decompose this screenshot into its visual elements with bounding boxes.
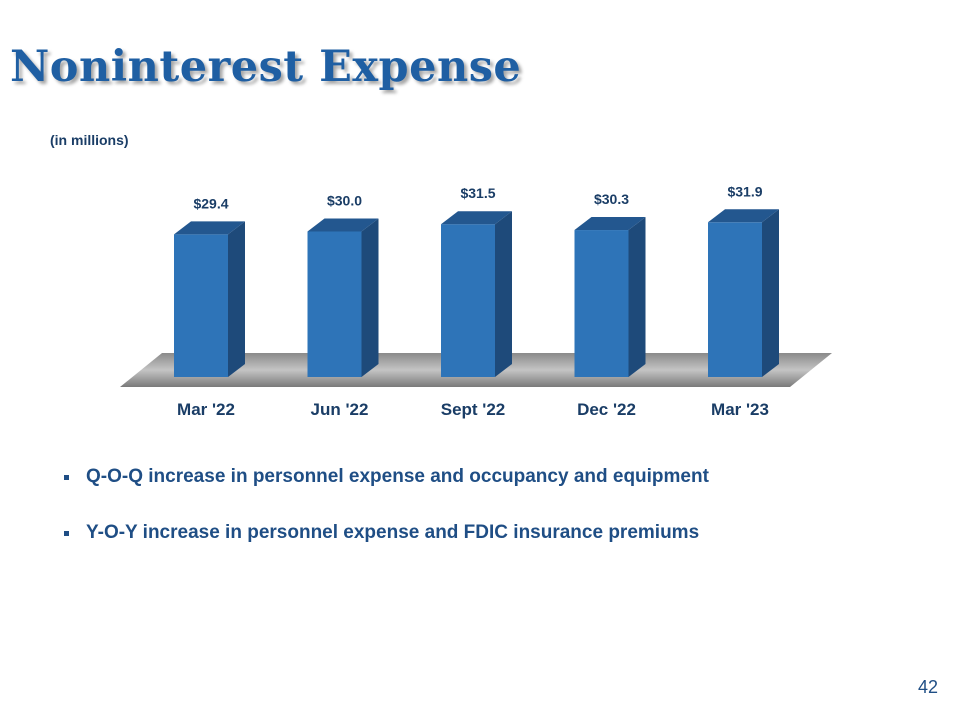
data-label: $29.4 bbox=[193, 195, 228, 211]
bar-front bbox=[441, 224, 495, 377]
page-number: 42 bbox=[917, 677, 938, 697]
bar-side bbox=[495, 211, 512, 377]
slide-title: Noninterest Expense bbox=[10, 42, 522, 92]
bar-top bbox=[174, 221, 245, 235]
bullet-marker bbox=[64, 475, 69, 480]
bullet-item: Q-O-Q increase in personnel expense and … bbox=[64, 466, 709, 488]
bullet-text: Q-O-Q increase in personnel expense and … bbox=[86, 466, 709, 487]
data-label: $30.3 bbox=[594, 191, 629, 207]
bar-side bbox=[361, 218, 379, 377]
bar-side bbox=[228, 221, 245, 377]
bar-side bbox=[762, 209, 779, 377]
bar-front bbox=[307, 231, 362, 377]
bar-side bbox=[628, 217, 646, 377]
data-label: $31.5 bbox=[460, 185, 495, 201]
unit-note: (in millions) bbox=[50, 132, 129, 148]
data-label: $30.0 bbox=[327, 193, 362, 209]
bar-front bbox=[708, 222, 762, 377]
bullet-list: Q-O-Q increase in personnel expense and … bbox=[64, 466, 709, 578]
bullet-item: Y-O-Y increase in personnel expense and … bbox=[64, 522, 709, 544]
bar bbox=[174, 221, 245, 377]
bar-top bbox=[441, 211, 512, 225]
bar bbox=[441, 211, 512, 377]
bar-top bbox=[574, 217, 646, 231]
bar-top bbox=[708, 209, 779, 223]
bar-chart: $29.4 $30.0 $31.5 $30.3 $31.9 Mar '22 Jun '22… bbox=[120, 183, 832, 419]
bar-front bbox=[574, 230, 629, 377]
bar bbox=[574, 217, 646, 377]
x-tick-label: Sept '22 bbox=[441, 400, 506, 419]
bullet-text: Y-O-Y increase in personnel expense and … bbox=[86, 522, 700, 543]
bar bbox=[708, 209, 779, 377]
x-tick-label: Mar '22 bbox=[177, 400, 235, 419]
bullet-marker bbox=[64, 531, 69, 536]
data-label: $31.9 bbox=[727, 183, 762, 199]
bar-front bbox=[174, 234, 228, 377]
x-tick-label: Mar '23 bbox=[711, 400, 769, 419]
bar bbox=[307, 218, 379, 377]
x-tick-label: Jun '22 bbox=[311, 400, 369, 419]
bar-top bbox=[307, 218, 379, 232]
x-tick-label: Dec '22 bbox=[577, 400, 636, 419]
